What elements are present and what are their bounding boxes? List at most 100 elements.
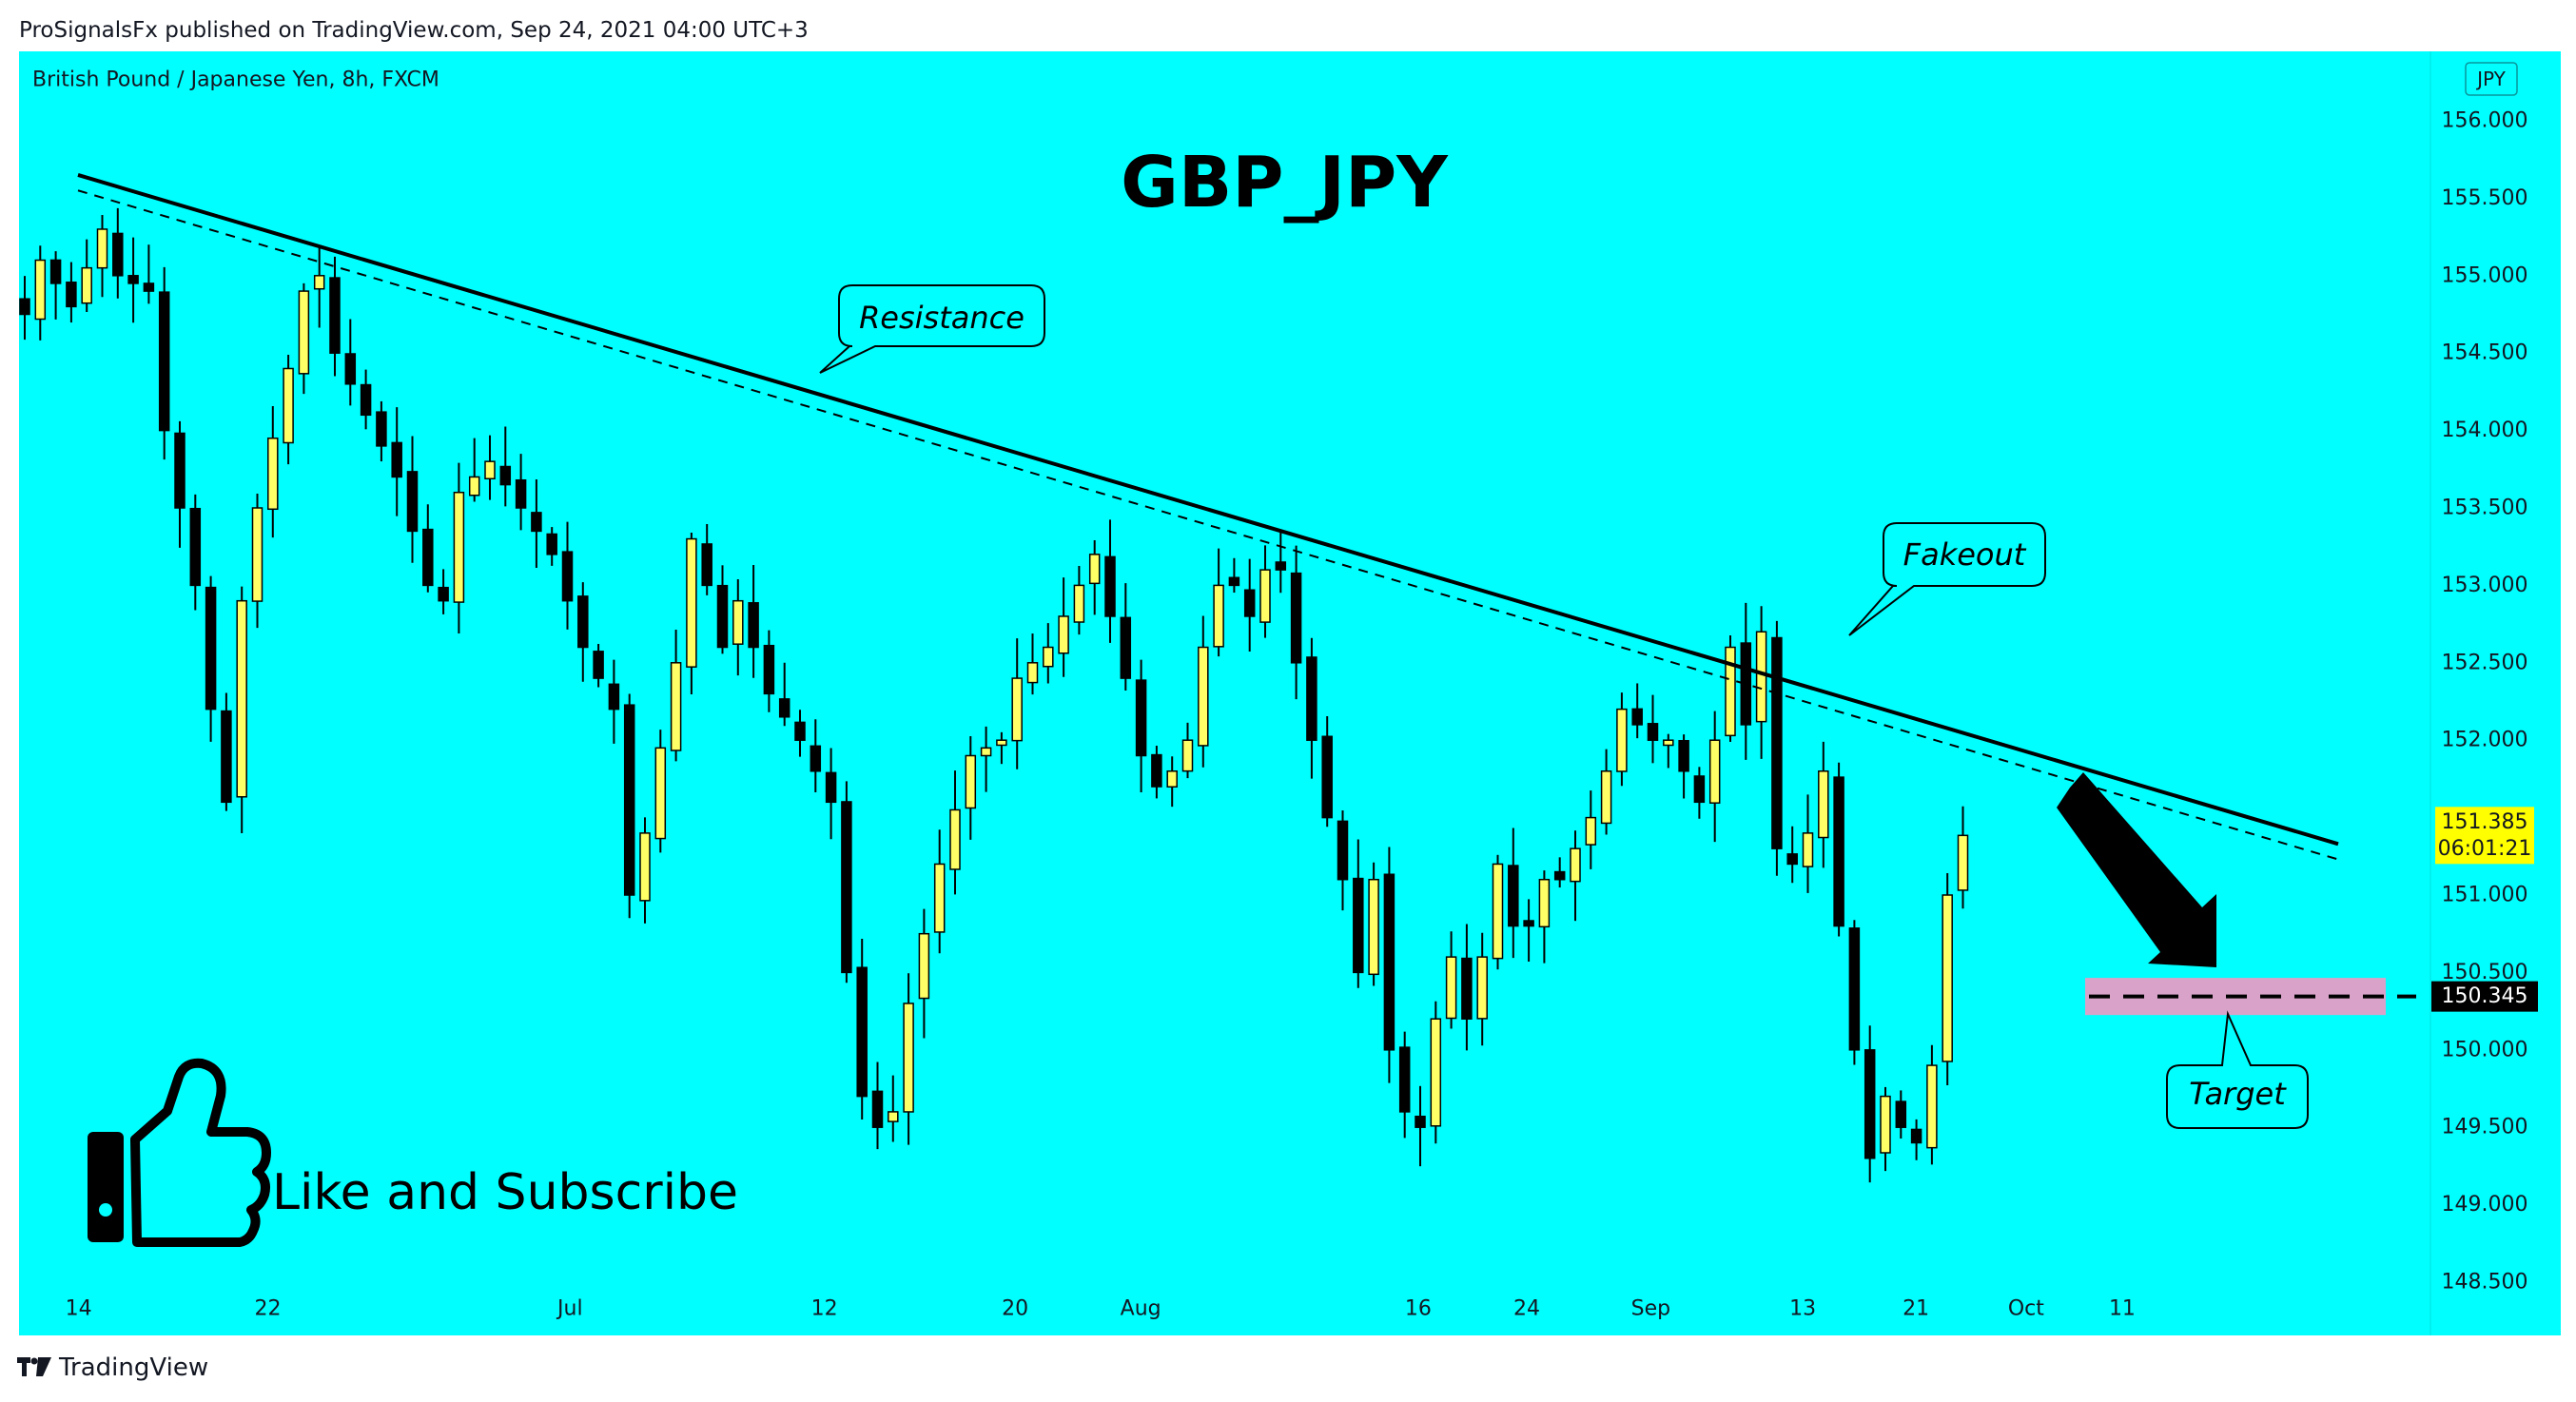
candle-body bbox=[127, 275, 139, 284]
currency-badge-box[interactable] bbox=[2465, 62, 2518, 96]
footer-brand: TradingView bbox=[59, 1353, 209, 1382]
candle-body bbox=[716, 584, 729, 649]
candle-body bbox=[903, 1003, 914, 1113]
candle-body bbox=[1198, 646, 1209, 747]
candle-body bbox=[1430, 1018, 1442, 1127]
candle-body bbox=[19, 298, 30, 316]
candle-body bbox=[515, 478, 527, 509]
candle-body bbox=[49, 259, 62, 284]
candle-body bbox=[996, 739, 1007, 747]
price-tick-label: 150.000 bbox=[2442, 1038, 2528, 1061]
candle-body bbox=[841, 801, 852, 974]
time-tick-label: Oct bbox=[2008, 1297, 2044, 1321]
candle-body bbox=[1120, 616, 1132, 679]
candle-body bbox=[174, 432, 185, 509]
chart-title: GBP_JPY bbox=[1121, 142, 1449, 224]
price-tick-label: 153.000 bbox=[2442, 574, 2528, 597]
time-tick-label: Aug bbox=[1121, 1297, 1161, 1321]
candle-body bbox=[1678, 739, 1689, 772]
candle-body bbox=[1415, 1115, 1426, 1128]
resistance-trendline[interactable] bbox=[77, 173, 2339, 847]
price-tick-label: 149.000 bbox=[2442, 1193, 2528, 1217]
candle-body bbox=[856, 966, 868, 1098]
candle-body bbox=[686, 537, 697, 668]
candle-body bbox=[251, 507, 263, 602]
candle-body bbox=[453, 491, 465, 603]
candle-body bbox=[298, 290, 310, 375]
candle-body bbox=[1243, 589, 1256, 617]
price-tick-label: 149.500 bbox=[2442, 1116, 2528, 1139]
candle-body bbox=[1755, 631, 1767, 723]
time-tick-label: 22 bbox=[254, 1297, 281, 1321]
candle-body bbox=[267, 437, 279, 511]
candle-body bbox=[1306, 656, 1317, 741]
resistance-callout: Resistance bbox=[819, 284, 1045, 374]
candle-body bbox=[623, 704, 635, 896]
candle-body bbox=[329, 277, 341, 354]
candle-body bbox=[1693, 775, 1706, 804]
candle-body bbox=[825, 771, 837, 804]
candle-body bbox=[66, 282, 77, 308]
candle-body bbox=[670, 662, 682, 751]
target-price-text: 150.345 bbox=[2442, 984, 2528, 1008]
candle-body bbox=[1337, 820, 1349, 881]
candle-body bbox=[1445, 956, 1457, 1020]
target-price-tag bbox=[2431, 981, 2538, 1012]
candle-body bbox=[1213, 584, 1224, 648]
price-tick-label: 156.000 bbox=[2442, 109, 2528, 133]
candle-body bbox=[577, 595, 589, 649]
publish-info: ProSignalsFx published on TradingView.co… bbox=[19, 18, 809, 43]
candle-body bbox=[1508, 865, 1519, 927]
candle-body bbox=[96, 228, 108, 269]
candle-body bbox=[1926, 1064, 1938, 1149]
candle-body bbox=[236, 599, 247, 798]
candle-body bbox=[1725, 646, 1736, 737]
candle-body bbox=[1647, 723, 1659, 741]
candle-body bbox=[34, 259, 47, 321]
candle-body bbox=[1802, 832, 1814, 867]
candle-body bbox=[871, 1090, 884, 1128]
price-tags: 151.385 06:01:21 150.345 bbox=[2431, 807, 2538, 1012]
candle-body bbox=[949, 808, 961, 870]
candle-body bbox=[499, 465, 512, 486]
candle-body bbox=[1353, 877, 1364, 974]
price-tick-label: 148.500 bbox=[2442, 1271, 2528, 1295]
candle-body bbox=[1228, 576, 1240, 587]
candle-body bbox=[933, 863, 946, 933]
time-axis[interactable]: 14 22 Jul 12 20 Aug 16 24 Sep 13 21 Oct 11 bbox=[66, 1297, 2136, 1321]
candle-body bbox=[1259, 569, 1271, 623]
candle-body bbox=[1523, 920, 1534, 927]
candle-body bbox=[732, 599, 744, 645]
candle-body bbox=[1383, 873, 1395, 1051]
candle-body bbox=[1616, 708, 1628, 772]
candle-body bbox=[1771, 636, 1783, 849]
candle-body bbox=[810, 745, 822, 772]
currency-badge: JPY bbox=[2475, 68, 2507, 90]
candle-body bbox=[1600, 770, 1612, 825]
time-tick-label: Jul bbox=[556, 1297, 583, 1321]
candle-body bbox=[701, 543, 712, 587]
candle-body bbox=[1708, 739, 1721, 804]
candle-body bbox=[468, 476, 480, 497]
candle-body bbox=[980, 747, 992, 757]
like-subscribe-text: Like and Subscribe bbox=[272, 1164, 738, 1221]
candle-body bbox=[313, 275, 325, 290]
candle-body bbox=[221, 710, 232, 804]
chart-background[interactable] bbox=[19, 51, 2561, 1335]
price-tick-label: 155.000 bbox=[2442, 263, 2528, 287]
candle-body bbox=[593, 651, 604, 679]
candle-body bbox=[1631, 708, 1643, 726]
candle-body bbox=[1476, 956, 1488, 1020]
time-tick-label: 13 bbox=[1789, 1297, 1816, 1321]
thumbs-up-icon bbox=[88, 1058, 271, 1247]
candle-body bbox=[1880, 1095, 1891, 1154]
price-tick-label: 154.500 bbox=[2442, 341, 2528, 365]
candle-body bbox=[1553, 870, 1566, 881]
time-tick-label: 24 bbox=[1513, 1297, 1540, 1321]
candle-body bbox=[81, 266, 92, 304]
footer: TradingView bbox=[17, 1349, 208, 1387]
candle-body bbox=[654, 747, 667, 840]
candle-body bbox=[1538, 878, 1551, 928]
candle-body bbox=[283, 367, 294, 444]
